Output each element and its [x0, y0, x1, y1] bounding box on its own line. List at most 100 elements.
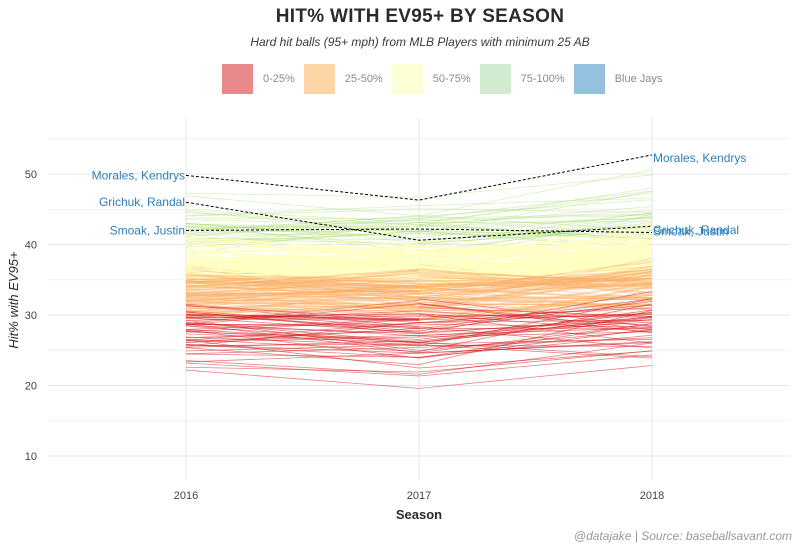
legend-label-q4: 75-100% [520, 73, 565, 85]
player-line [418, 273, 653, 294]
player-line [185, 282, 420, 289]
player-line [418, 270, 653, 283]
player-line [418, 187, 653, 226]
player-line [418, 297, 653, 307]
player-line [418, 293, 653, 309]
player-line [418, 272, 653, 291]
player-line [185, 269, 420, 285]
player-line [185, 303, 420, 320]
player-line [418, 255, 653, 280]
player-line [185, 265, 420, 287]
player-line [418, 283, 653, 292]
player-line [185, 298, 420, 312]
player-line [185, 290, 420, 295]
player-line [185, 273, 420, 276]
player-line [418, 323, 653, 354]
player-line [418, 283, 653, 287]
player-line [418, 245, 653, 281]
player-line [418, 317, 653, 342]
player-line [185, 210, 420, 234]
player-line [418, 229, 653, 244]
player-line [185, 296, 420, 301]
player-line [418, 210, 653, 225]
player-line [185, 294, 420, 308]
player-line [185, 284, 420, 302]
player-line [185, 276, 420, 290]
x-tick-label: 2017 [407, 490, 431, 502]
player-line [185, 280, 420, 288]
player-line [185, 212, 420, 226]
player-line [185, 280, 420, 288]
player-line [185, 344, 420, 354]
player-line [418, 365, 653, 389]
player-line [418, 337, 653, 348]
player-line [418, 277, 653, 308]
player-line [418, 208, 653, 213]
player-line [185, 226, 420, 228]
player-line [418, 281, 653, 304]
player-line [185, 284, 420, 299]
player-line [185, 297, 420, 309]
legend-label-q1: 0-25% [263, 73, 295, 85]
player-line [185, 250, 420, 253]
player-line [418, 212, 653, 239]
player-line [185, 307, 420, 315]
player-line [418, 274, 653, 307]
y-tick-label: 10 [25, 451, 37, 463]
player-line [418, 206, 653, 227]
player-line [418, 265, 653, 282]
player-line [185, 347, 420, 366]
player-line [418, 303, 653, 352]
player-line [185, 195, 420, 217]
legend-label-bluejays: Blue Jays [614, 73, 663, 85]
player-line [185, 285, 420, 302]
highlight-lines [185, 154, 653, 241]
player-line [418, 271, 653, 300]
player-line [418, 225, 653, 239]
player-line [185, 360, 420, 375]
player-line [418, 354, 653, 377]
player-line [418, 268, 653, 285]
player-line [185, 205, 420, 217]
player-line [185, 223, 420, 241]
player-line [418, 275, 653, 293]
legend-item-q1: 0-25% [222, 64, 304, 94]
player-line [185, 284, 420, 317]
player-line [418, 277, 653, 295]
player-line [418, 297, 653, 307]
player-line [185, 330, 420, 346]
player-line [185, 323, 420, 328]
player-line [418, 294, 653, 301]
player-line [418, 341, 653, 354]
player-line [418, 350, 653, 369]
player-line [418, 297, 653, 324]
player-line [418, 271, 653, 284]
player-line [185, 272, 420, 292]
player-line [185, 277, 420, 280]
x-tick-labels: 2016 2017 2018 [174, 490, 664, 502]
y-tick-label: 20 [25, 381, 37, 393]
player-line [185, 222, 420, 243]
player-line [185, 362, 420, 377]
player-line [185, 329, 420, 343]
player-label-right: Smoak, Justin [653, 225, 728, 239]
player-line [418, 249, 653, 256]
player-line [185, 279, 420, 294]
player-line [418, 215, 653, 243]
player-line [418, 274, 653, 294]
legend-item-q4: 75-100% [479, 64, 574, 94]
player-line [418, 269, 653, 287]
player-line [185, 209, 420, 223]
player-line [185, 215, 420, 233]
player-line [418, 245, 653, 257]
player-line [185, 192, 420, 198]
player-line [185, 329, 420, 359]
player-line [185, 289, 420, 293]
player-line [418, 270, 653, 308]
y-tick-labels: 10 20 30 40 50 [25, 169, 37, 463]
player-line [418, 350, 653, 373]
player-line [418, 286, 653, 300]
player-line [185, 280, 420, 310]
player-line [418, 279, 653, 299]
player-line [185, 270, 420, 275]
